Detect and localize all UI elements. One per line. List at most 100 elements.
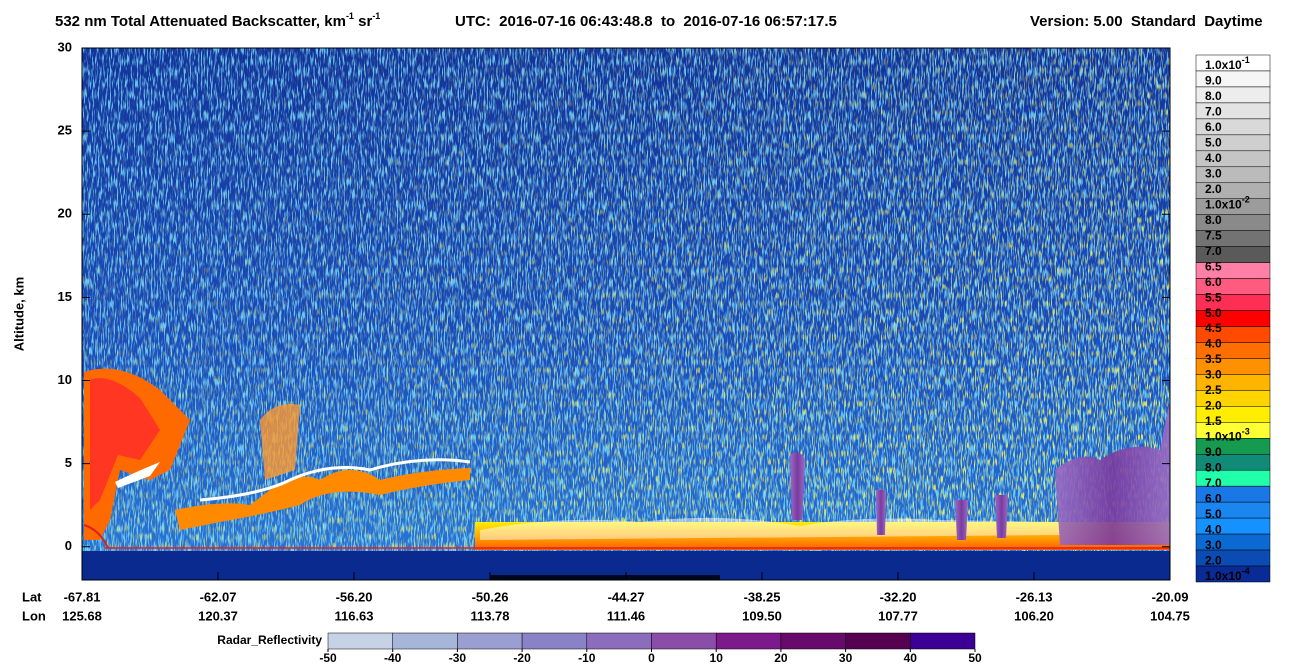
x-tick-label: 109.50	[742, 608, 782, 623]
exponent: -1	[372, 11, 380, 21]
label-text: 2.5	[1205, 383, 1222, 397]
y-tick-label: 10	[58, 372, 72, 387]
x-tick-label: -20.09	[1152, 589, 1189, 604]
label-text: 3.0	[1205, 368, 1222, 382]
label-text: 6.5	[1205, 259, 1222, 273]
colorbar-label: 7.0	[1205, 476, 1222, 490]
y-tick-label: 5	[65, 455, 72, 470]
x-row-name: Lat	[22, 589, 42, 604]
label-text: sr	[354, 13, 373, 30]
colorbar-label: 6.0	[1205, 492, 1222, 506]
label-text: 3.0	[1205, 167, 1222, 181]
x-tick-label: 106.20	[1014, 608, 1054, 623]
exponent: -3	[1242, 427, 1250, 437]
y-tick-label: 0	[65, 538, 72, 553]
exponent: -1	[1242, 55, 1250, 65]
colorbar-label: 3.0	[1205, 167, 1222, 181]
label-text: 8.0	[1205, 461, 1222, 475]
radar-tick-label: -20	[513, 651, 531, 665]
x-tick-label: -38.25	[744, 589, 781, 604]
colorbar-label: 4.5	[1205, 321, 1222, 335]
colorbar-label: 3.5	[1205, 352, 1222, 366]
label-text: 3.0	[1205, 538, 1222, 552]
radar-tick-label: 30	[839, 651, 853, 665]
x-tick-label: 125.68	[62, 608, 102, 623]
radar-swatch	[910, 632, 976, 650]
label-text: 3.5	[1205, 352, 1222, 366]
colorbar-label: 9.0	[1205, 445, 1222, 459]
colorbar-label: 9.0	[1205, 74, 1222, 88]
label-text: 1.0x10	[1205, 569, 1242, 583]
label-text: 5.5	[1205, 290, 1222, 304]
x-tick-label: -32.20	[880, 589, 917, 604]
label-text: 2.0	[1205, 399, 1222, 413]
x-tick-label: 104.75	[1150, 608, 1190, 623]
colorbar-label: 5.5	[1205, 290, 1222, 304]
y-tick-label: 30	[58, 39, 72, 54]
x-row-name: Lon	[22, 608, 46, 623]
label-text: 1.0x10	[1205, 198, 1242, 212]
colorbar-label: 7.0	[1205, 244, 1222, 258]
colorbar-label: 1.0x10-3	[1205, 427, 1250, 444]
colorbar-label: 8.0	[1205, 89, 1222, 103]
radar-swatch	[521, 632, 588, 650]
colorbar-label: 2.0	[1205, 554, 1222, 568]
label-text: 9.0	[1205, 74, 1222, 88]
radar-swatch	[845, 632, 911, 650]
x-tick-label: 120.37	[198, 608, 238, 623]
label-text: 7.0	[1205, 105, 1222, 119]
label-text: 6.0	[1205, 275, 1222, 289]
label-text: 8.0	[1205, 89, 1222, 103]
colorbar-label: 6.5	[1205, 259, 1222, 273]
label-text: 5.0	[1205, 306, 1222, 320]
x-tick-label: 111.46	[607, 608, 645, 623]
radar-tick-label: 20	[774, 651, 788, 665]
colorbar-label: 4.0	[1205, 151, 1222, 165]
label-text: 2.0	[1205, 182, 1222, 196]
radar-tick-label: -10	[578, 651, 596, 665]
time-range: UTC: 2016-07-16 06:43:48.8 to 2016-07-16…	[455, 13, 837, 30]
label-text: 5.0	[1205, 136, 1222, 150]
x-tick-label: -26.13	[1016, 589, 1053, 604]
radar-tick-label: -50	[319, 651, 337, 665]
label-text: 6.0	[1205, 120, 1222, 134]
radar-swatch	[586, 632, 652, 650]
radar-swatch	[457, 632, 523, 650]
colorbar-label: 6.0	[1205, 275, 1222, 289]
colorbar-label: 7.5	[1205, 229, 1222, 243]
radar-swatch	[715, 632, 782, 650]
label-text: 1.0x10	[1205, 58, 1242, 72]
colorbar-label: 4.0	[1205, 337, 1222, 351]
radar-tick-label: -40	[384, 651, 402, 665]
colorbar-label: 1.0x10-4	[1205, 566, 1250, 583]
label-text: 1.5	[1205, 414, 1222, 428]
x-tick-label: -62.07	[200, 589, 237, 604]
radar-tick-label: -30	[449, 651, 467, 665]
radar-swatch	[392, 632, 458, 650]
version: Version: 5.00 Standard Daytime	[1030, 13, 1263, 30]
colorbar-swatch	[1195, 565, 1271, 583]
y-axis-label: Altitude, km	[11, 277, 26, 351]
x-tick-label: -44.27	[608, 589, 645, 604]
label-text: 5.0	[1205, 507, 1222, 521]
colorbar-label: 4.0	[1205, 523, 1222, 537]
y-tick-label: 20	[58, 206, 72, 221]
x-tick-label: 107.77	[878, 608, 918, 623]
label-text: 6.0	[1205, 492, 1222, 506]
label-text: 1.0x10	[1205, 430, 1242, 444]
label-text: 4.0	[1205, 151, 1222, 165]
y-tick-label: 25	[58, 123, 72, 138]
radar-colorbar-name: Radar_Reflectivity	[217, 633, 322, 647]
colorbar-label: 5.0	[1205, 306, 1222, 320]
radar-swatch	[780, 632, 846, 650]
label-text: 7.5	[1205, 229, 1222, 243]
label-text: 4.5	[1205, 321, 1222, 335]
colorbar-label: 8.0	[1205, 461, 1222, 475]
label-text: 2.0	[1205, 554, 1222, 568]
x-tick-label: -50.26	[472, 589, 509, 604]
radar-tick-label: 40	[904, 651, 918, 665]
radar-tick-label: 50	[968, 651, 982, 665]
label-text: 9.0	[1205, 445, 1222, 459]
radar-swatch	[651, 632, 717, 650]
